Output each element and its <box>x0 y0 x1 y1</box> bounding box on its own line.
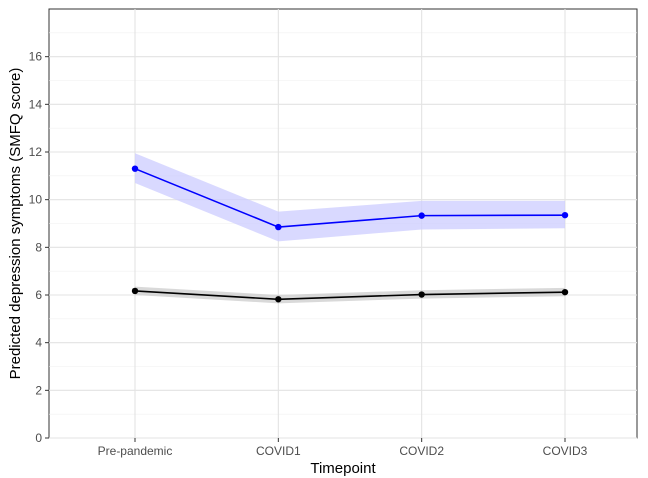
x-axis-ticks: Pre-pandemic COVID1 COVID2 COVID3 <box>98 438 588 458</box>
series-1-confidence-band <box>135 153 565 242</box>
y-tick-label: 2 <box>35 383 42 397</box>
y-axis-title: Predicted depression symptoms (SMFQ scor… <box>7 68 24 380</box>
series-lines <box>134 167 566 301</box>
x-tick-label: COVID1 <box>256 444 301 458</box>
series-1-point <box>275 223 282 231</box>
y-tick-label: 6 <box>35 288 42 302</box>
y-axis-ticks: 0 2 4 6 8 10 12 14 16 <box>29 50 49 445</box>
series-points <box>131 165 569 303</box>
y-tick-label: 10 <box>29 193 43 207</box>
series-2-point <box>418 291 425 298</box>
series-2-point <box>275 296 282 303</box>
y-tick-label: 16 <box>29 50 43 64</box>
series-2-confidence-band <box>135 286 565 304</box>
x-tick-label: Pre-pandemic <box>98 444 173 458</box>
y-tick-label: 12 <box>29 145 43 159</box>
minor-gridlines <box>49 32 637 415</box>
series-1-point <box>131 165 139 172</box>
series-2-point <box>561 288 569 296</box>
series-1-line <box>134 167 566 228</box>
y-tick-label: 0 <box>35 431 42 445</box>
x-tick-label: COVID3 <box>543 444 588 458</box>
y-tick-label: 8 <box>35 240 42 254</box>
series-1-point <box>418 212 425 219</box>
y-tick-label: 4 <box>35 336 42 350</box>
y-tick-label: 14 <box>29 97 43 111</box>
series-1-point <box>561 211 569 219</box>
confidence-bands <box>135 153 565 304</box>
series-2-point <box>131 287 139 295</box>
x-tick-label: COVID2 <box>399 444 444 458</box>
x-axis-title: Timepoint <box>310 460 376 477</box>
series-2-line <box>134 290 566 301</box>
